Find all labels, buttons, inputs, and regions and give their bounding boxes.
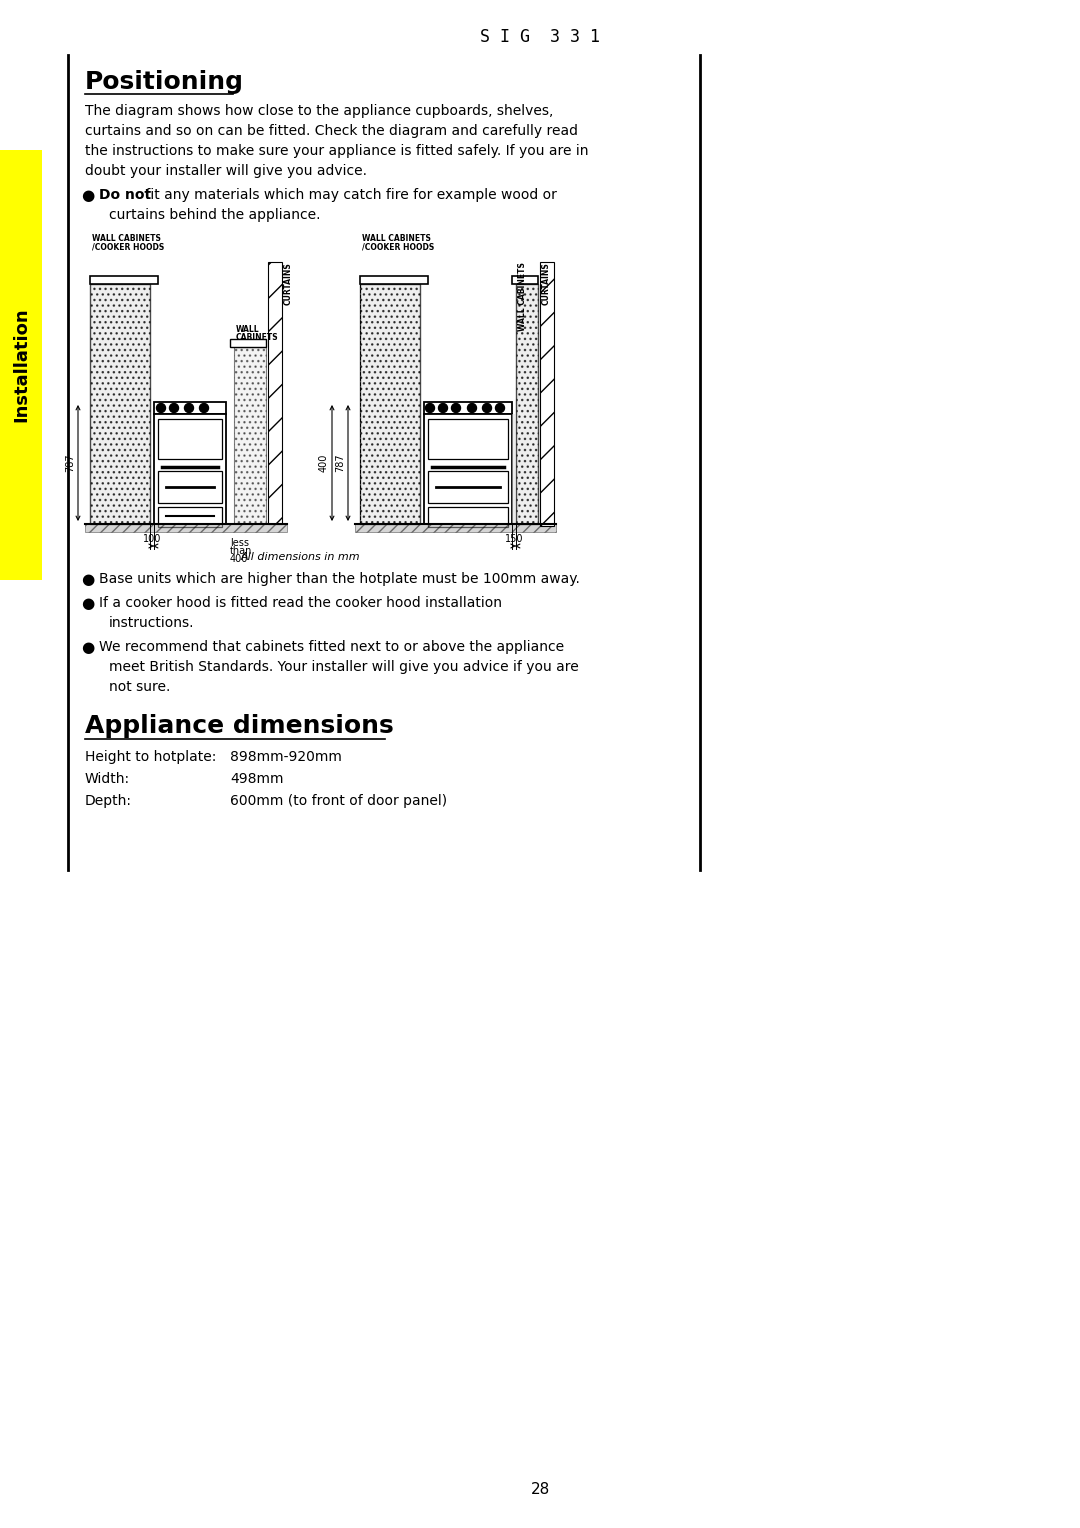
Text: curtains behind the appliance.: curtains behind the appliance. — [109, 208, 321, 222]
Text: Height to hotplate:: Height to hotplate: — [85, 750, 216, 764]
Text: CABINETS: CABINETS — [237, 333, 279, 342]
Circle shape — [170, 403, 178, 413]
Bar — [154, 402, 226, 414]
Text: CURTAINS: CURTAINS — [542, 261, 551, 304]
Text: WALL CABINETS: WALL CABINETS — [362, 234, 431, 243]
Text: curtains and so on can be fitted. Check the diagram and carefully read: curtains and so on can be fitted. Check … — [85, 124, 578, 138]
Circle shape — [426, 403, 434, 413]
Bar — [428, 419, 508, 458]
Text: Installation: Installation — [12, 307, 30, 422]
Bar — [428, 471, 508, 503]
Text: 100: 100 — [143, 533, 161, 544]
Text: All dimensions in mm: All dimensions in mm — [240, 552, 360, 562]
Circle shape — [185, 403, 193, 413]
Text: the instructions to make sure your appliance is fitted safely. If you are in: the instructions to make sure your appli… — [85, 144, 589, 157]
Bar — [0, 150, 42, 581]
Text: ●: ● — [81, 640, 94, 656]
Text: 498mm: 498mm — [230, 772, 283, 785]
Text: 898mm-920mm: 898mm-920mm — [230, 750, 342, 764]
Text: 28: 28 — [530, 1482, 550, 1497]
Text: 787: 787 — [335, 454, 345, 472]
Bar — [428, 507, 508, 527]
Text: Depth:: Depth: — [85, 795, 132, 808]
Bar — [90, 284, 150, 524]
Text: 600mm (to front of door panel): 600mm (to front of door panel) — [230, 795, 447, 808]
Bar — [360, 284, 420, 524]
Circle shape — [200, 403, 208, 413]
Text: 787: 787 — [65, 454, 75, 472]
Circle shape — [451, 403, 460, 413]
Text: /COOKER HOODS: /COOKER HOODS — [362, 241, 434, 251]
Text: CURTAINS: CURTAINS — [284, 261, 293, 304]
Text: less: less — [230, 538, 249, 549]
Text: doubt your installer will give you advice.: doubt your installer will give you advic… — [85, 163, 367, 177]
Text: S I G  3 3 1: S I G 3 3 1 — [480, 28, 600, 46]
Circle shape — [468, 403, 476, 413]
Text: not sure.: not sure. — [109, 680, 171, 694]
Bar — [158, 419, 222, 458]
Text: WALL CABINETS: WALL CABINETS — [518, 261, 527, 332]
Text: Base units which are higher than the hotplate must be 100mm away.: Base units which are higher than the hot… — [99, 571, 580, 587]
Text: fit any materials which may catch fire for example wood or: fit any materials which may catch fire f… — [141, 188, 557, 202]
Text: ●: ● — [81, 571, 94, 587]
Text: The diagram shows how close to the appliance cupboards, shelves,: The diagram shows how close to the appli… — [85, 104, 553, 118]
Text: ●: ● — [81, 188, 94, 203]
Circle shape — [438, 403, 447, 413]
Text: ●: ● — [81, 596, 94, 611]
Text: /COOKER HOODS: /COOKER HOODS — [92, 241, 164, 251]
Circle shape — [157, 403, 165, 413]
Bar — [424, 414, 512, 524]
Bar — [90, 277, 158, 284]
Bar — [516, 284, 538, 524]
Text: 400: 400 — [319, 454, 329, 472]
Bar — [424, 402, 512, 414]
Text: WALL: WALL — [237, 325, 259, 335]
Bar — [512, 277, 538, 284]
Text: If a cooker hood is fitted read the cooker hood installation: If a cooker hood is fitted read the cook… — [99, 596, 502, 610]
Text: Width:: Width: — [85, 772, 130, 785]
Text: We recommend that cabinets fitted next to or above the appliance: We recommend that cabinets fitted next t… — [99, 640, 564, 654]
Bar — [154, 414, 226, 524]
Bar — [230, 339, 266, 347]
Text: WALL CABINETS: WALL CABINETS — [92, 234, 161, 243]
Bar — [540, 261, 554, 526]
Bar — [355, 524, 556, 532]
Text: Positioning: Positioning — [85, 70, 244, 95]
Text: Appliance dimensions: Appliance dimensions — [85, 714, 394, 738]
Bar — [512, 414, 516, 524]
Bar — [234, 347, 266, 524]
Bar — [158, 471, 222, 503]
Circle shape — [496, 403, 504, 413]
Text: instructions.: instructions. — [109, 616, 194, 630]
Text: than: than — [230, 545, 253, 556]
Bar — [85, 524, 287, 532]
Bar — [158, 507, 222, 527]
Text: 150: 150 — [504, 533, 523, 544]
Circle shape — [483, 403, 491, 413]
Text: Do not: Do not — [99, 188, 151, 202]
Text: meet British Standards. Your installer will give you advice if you are: meet British Standards. Your installer w… — [109, 660, 579, 674]
Text: 400: 400 — [230, 555, 248, 564]
Bar — [268, 261, 282, 524]
Bar — [360, 277, 428, 284]
